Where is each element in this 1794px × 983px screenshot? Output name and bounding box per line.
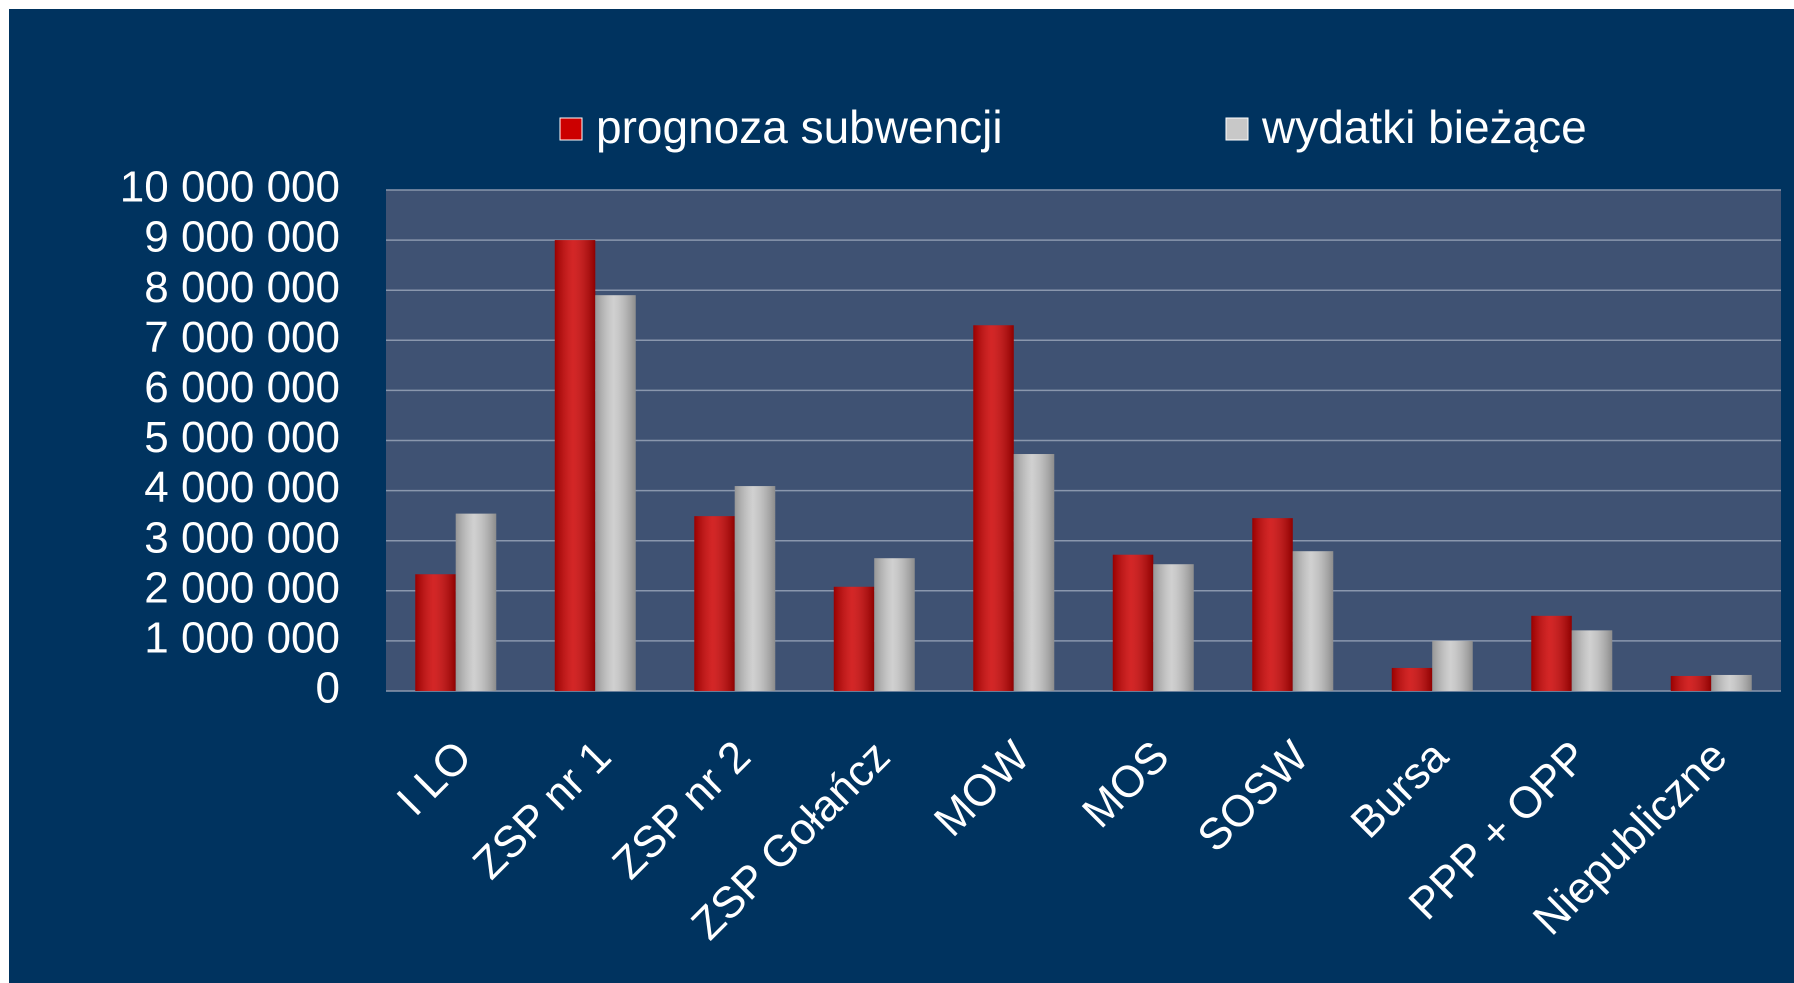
legend-swatch [1225, 117, 1249, 141]
bar-shade [415, 574, 456, 691]
bar-shade [1292, 551, 1334, 691]
bar-shade [1531, 615, 1572, 691]
bar-shade [874, 558, 915, 691]
bar-shade [554, 240, 596, 691]
legend-label: prognoza subwencji [596, 101, 1003, 153]
y-tick-label: 10 000 000 [120, 163, 340, 212]
legend-label: wydatki bieżące [1261, 101, 1587, 153]
y-tick-label: 1 000 000 [144, 614, 340, 663]
y-tick-label: 7 000 000 [144, 313, 340, 362]
y-tick-label: 4 000 000 [144, 463, 340, 512]
bar-shade [1391, 667, 1433, 691]
bar-shade [1432, 640, 1473, 691]
bar-shade [1571, 630, 1613, 691]
legend-swatch [559, 117, 583, 141]
y-tick-label: 2 000 000 [144, 563, 340, 612]
bar-shade [455, 513, 497, 691]
bar-shade [973, 325, 1014, 691]
bar-shade [833, 586, 875, 691]
y-tick-label: 0 [316, 664, 340, 713]
bar-shade [1013, 454, 1055, 691]
y-tick-label: 8 000 000 [144, 263, 340, 312]
y-tick-label: 5 000 000 [144, 413, 340, 462]
y-tick-label: 6 000 000 [144, 363, 340, 412]
bar-shade [1252, 518, 1293, 691]
bar-shade [1711, 674, 1752, 691]
bar-shade [595, 295, 636, 691]
bar-shade [1670, 675, 1712, 691]
bar-shade [1112, 554, 1154, 691]
bar-shade [1153, 564, 1194, 691]
bar-shade [734, 486, 776, 691]
y-tick-label: 9 000 000 [144, 213, 340, 262]
bar-shade [694, 516, 735, 691]
y-tick-label: 3 000 000 [144, 513, 340, 562]
